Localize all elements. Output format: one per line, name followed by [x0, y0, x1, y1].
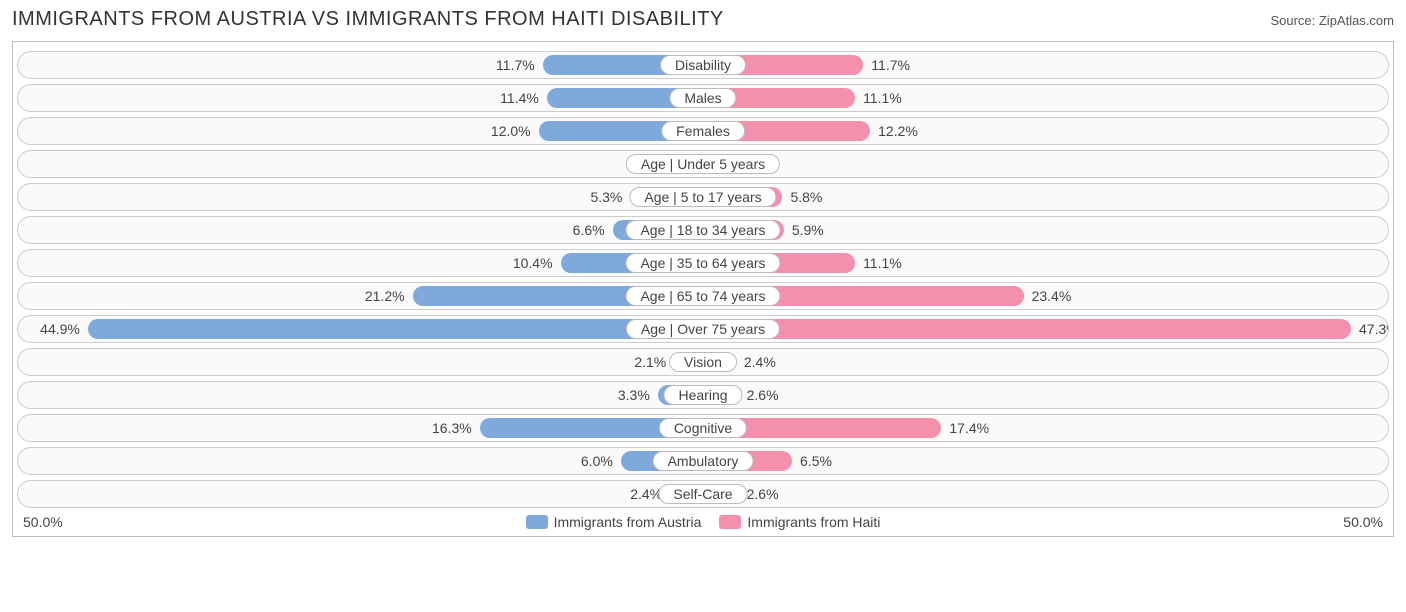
legend-item: Immigrants from Haiti	[719, 514, 880, 530]
value-austria: 12.0%	[491, 123, 531, 139]
axis-min-left: 50.0%	[23, 514, 63, 530]
category-label: Self-Care	[658, 484, 747, 504]
value-haiti: 2.6%	[747, 387, 779, 403]
chart-row: 2.4% 2.6%Self-Care	[17, 480, 1389, 508]
category-label: Vision	[669, 352, 737, 372]
value-haiti: 12.2%	[878, 123, 918, 139]
value-haiti: 17.4%	[949, 420, 989, 436]
legend-swatch	[526, 515, 548, 529]
value-austria: 11.4%	[500, 90, 539, 106]
chart-row: 44.9% 47.3% Age | Over 75 years	[17, 315, 1389, 343]
chart-row: 5.3% 5.8% Age | 5 to 17 years	[17, 183, 1389, 211]
chart-row: 12.0% 12.2% Females	[17, 117, 1389, 145]
bar-austria	[88, 319, 703, 339]
category-label: Hearing	[663, 385, 742, 405]
legend-item: Immigrants from Austria	[526, 514, 702, 530]
value-austria: 3.3%	[618, 387, 650, 403]
value-austria: 5.3%	[590, 189, 622, 205]
category-label: Cognitive	[659, 418, 747, 438]
value-austria: 2.4%	[630, 486, 662, 502]
category-label: Age | Over 75 years	[626, 319, 780, 339]
value-austria: 44.9%	[40, 321, 80, 337]
chart-row: 10.4% 11.1% Age | 35 to 64 years	[17, 249, 1389, 277]
category-label: Disability	[660, 55, 746, 75]
category-label: Males	[669, 88, 736, 108]
source-link[interactable]: ZipAtlas.com	[1319, 13, 1394, 28]
chart-row: 6.0% 6.5% Ambulatory	[17, 447, 1389, 475]
value-haiti: 5.9%	[792, 222, 824, 238]
value-haiti: 2.4%	[744, 354, 776, 370]
value-austria: 2.1%	[634, 354, 666, 370]
value-haiti: 23.4%	[1032, 288, 1072, 304]
source-attribution: Source: ZipAtlas.com	[1270, 13, 1394, 28]
chart-row: 16.3% 17.4% Cognitive	[17, 414, 1389, 442]
value-haiti: 5.8%	[790, 189, 822, 205]
chart-rows: 11.7% 11.7% Disability 11.4% 11.1% Males 12.0%…	[17, 51, 1389, 508]
category-label: Ambulatory	[653, 451, 754, 471]
category-label: Age | Under 5 years	[626, 154, 780, 174]
header: IMMIGRANTS FROM AUSTRIA VS IMMIGRANTS FR…	[12, 8, 1394, 31]
category-label: Age | 5 to 17 years	[629, 187, 776, 207]
chart-row: 11.7% 11.7% Disability	[17, 51, 1389, 79]
chart-row: 21.2% 23.4% Age | 65 to 74 years	[17, 282, 1389, 310]
chart-row: 6.6% 5.9% Age | 18 to 34 years	[17, 216, 1389, 244]
value-austria: 16.3%	[432, 420, 472, 436]
category-label: Age | 18 to 34 years	[625, 220, 780, 240]
value-austria: 10.4%	[513, 255, 553, 271]
value-haiti: 2.6%	[747, 486, 779, 502]
chart-row: 2.1% 2.4% Vision	[17, 348, 1389, 376]
legend-label: Immigrants from Haiti	[747, 514, 880, 530]
value-austria: 21.2%	[365, 288, 405, 304]
category-label: Age | 35 to 64 years	[625, 253, 780, 273]
category-label: Age | 65 to 74 years	[625, 286, 780, 306]
legend-label: Immigrants from Austria	[554, 514, 702, 530]
value-austria: 6.6%	[573, 222, 605, 238]
axis-min-right: 50.0%	[1343, 514, 1383, 530]
value-haiti: 6.5%	[800, 453, 832, 469]
category-label: Females	[661, 121, 745, 141]
value-haiti: 47.3%	[1359, 321, 1389, 337]
bar-haiti	[703, 319, 1351, 339]
chart-title: IMMIGRANTS FROM AUSTRIA VS IMMIGRANTS FR…	[12, 8, 724, 31]
legend: Immigrants from Austria Immigrants from H…	[63, 514, 1344, 530]
value-austria: 6.0%	[581, 453, 613, 469]
value-haiti: 11.1%	[863, 90, 902, 106]
legend-swatch	[719, 515, 741, 529]
chart-row: 1.3%1.3%Age | Under 5 years	[17, 150, 1389, 178]
value-haiti: 11.1%	[863, 255, 902, 271]
value-austria: 11.7%	[496, 57, 535, 73]
chart-frame: 11.7% 11.7% Disability 11.4% 11.1% Males 12.0%…	[12, 41, 1394, 537]
value-haiti: 11.7%	[871, 57, 910, 73]
source-prefix: Source:	[1270, 13, 1318, 28]
chart-footer: 50.0% Immigrants from AustriaImmigrants …	[17, 514, 1389, 530]
chart-row: 3.3% 2.6% Hearing	[17, 381, 1389, 409]
chart-row: 11.4% 11.1% Males	[17, 84, 1389, 112]
